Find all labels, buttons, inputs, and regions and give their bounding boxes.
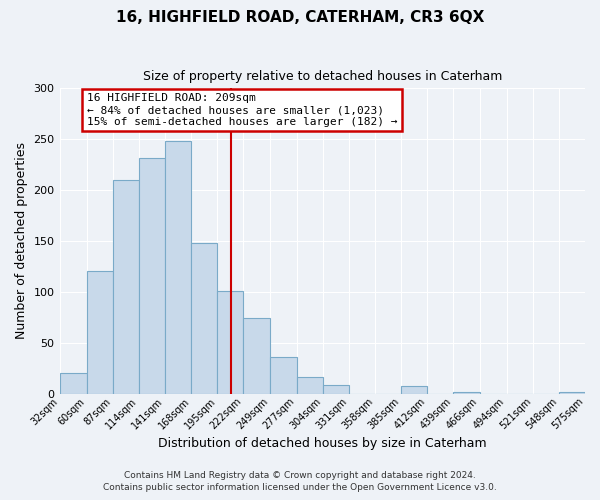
Y-axis label: Number of detached properties: Number of detached properties <box>15 142 28 340</box>
Bar <box>113 180 139 394</box>
Title: Size of property relative to detached houses in Caterham: Size of property relative to detached ho… <box>143 70 502 83</box>
Bar <box>401 386 427 394</box>
Text: Contains HM Land Registry data © Crown copyright and database right 2024.
Contai: Contains HM Land Registry data © Crown c… <box>103 471 497 492</box>
X-axis label: Distribution of detached houses by size in Caterham: Distribution of detached houses by size … <box>158 437 487 450</box>
Text: 16 HIGHFIELD ROAD: 209sqm
← 84% of detached houses are smaller (1,023)
15% of se: 16 HIGHFIELD ROAD: 209sqm ← 84% of detac… <box>86 94 397 126</box>
Bar <box>165 142 191 394</box>
Bar <box>139 158 165 394</box>
Bar <box>559 392 585 394</box>
Bar <box>323 384 349 394</box>
Bar <box>59 374 86 394</box>
Bar <box>454 392 479 394</box>
Text: 16, HIGHFIELD ROAD, CATERHAM, CR3 6QX: 16, HIGHFIELD ROAD, CATERHAM, CR3 6QX <box>116 10 484 25</box>
Bar <box>269 357 296 394</box>
Bar <box>296 378 323 394</box>
Bar <box>217 291 244 394</box>
Bar <box>191 243 217 394</box>
Bar <box>244 318 269 394</box>
Bar <box>86 270 113 394</box>
